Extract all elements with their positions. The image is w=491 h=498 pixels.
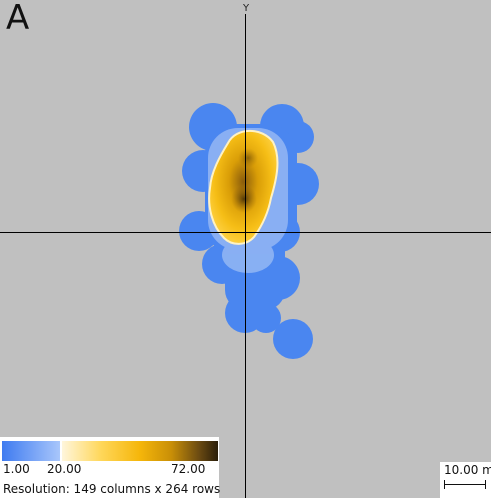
legend-divider — [60, 441, 62, 461]
y-axis-label: Y — [243, 3, 250, 14]
legend-color-bar — [2, 441, 218, 461]
resolution-text: Resolution: 149 columns x 264 rows — [3, 482, 221, 496]
scale-bar-label: 10.00 m — [444, 463, 491, 477]
legend-mid-value: 20.00 — [47, 462, 82, 476]
legend-blue-ramp — [2, 441, 60, 461]
scale-bar: 10.00 m — [440, 462, 491, 498]
legend-max-value: 72.00 — [171, 462, 206, 476]
gold-core — [208, 129, 279, 245]
panel-letter: A — [6, 0, 30, 38]
legend-gold-ramp — [62, 441, 218, 461]
scale-bar-tick-right — [485, 480, 486, 489]
scale-bar-line — [444, 484, 486, 485]
color-legend: 1.00 20.00 72.00 Resolution: 149 columns… — [0, 437, 221, 498]
legend-min-value: 1.00 — [3, 462, 30, 476]
